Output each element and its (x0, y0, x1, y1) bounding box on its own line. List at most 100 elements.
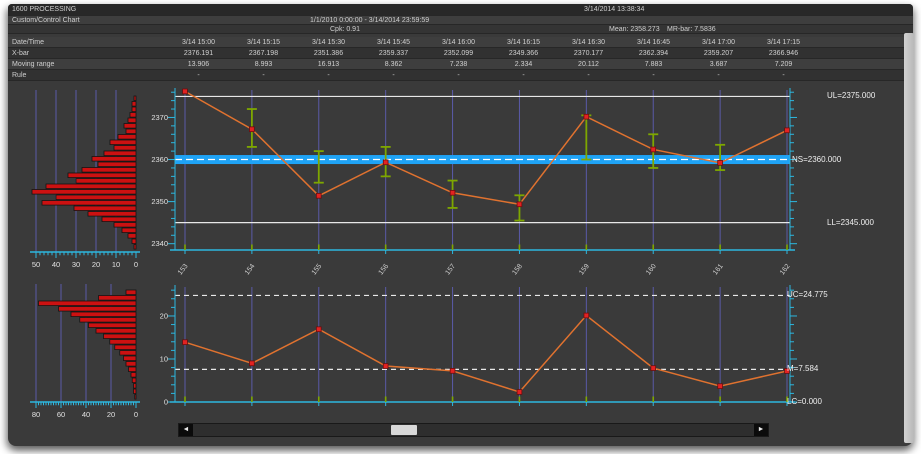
histogram-bar (121, 227, 137, 233)
table-cell: 2376.191 (183, 49, 214, 57)
data-point[interactable] (717, 160, 723, 166)
data-point[interactable] (784, 368, 790, 374)
data-point[interactable] (249, 126, 255, 133)
data-point[interactable] (249, 360, 255, 367)
histogram-bar (109, 139, 137, 145)
title-bar: 1600 PROCESSING 3/14/2014 13:38:34 (8, 4, 913, 16)
data-point[interactable] (583, 312, 590, 319)
data-point[interactable] (315, 326, 322, 333)
histogram-bar (125, 289, 137, 295)
x-tick-label: 153 (177, 263, 190, 277)
scroll-left-button[interactable]: ◄ (179, 424, 193, 436)
series-line (184, 314, 788, 393)
axis-tick-label: 20 (107, 410, 115, 419)
histogram-bar (125, 361, 137, 367)
stats-bar: Cpk: 0.91 Mean: 2358.273 MR-bar: 7.5836 (8, 25, 913, 34)
table-cell: 8.993 (254, 60, 273, 68)
data-point[interactable] (182, 339, 188, 345)
data-point[interactable] (516, 201, 523, 208)
vertical-scrollbar-thumb[interactable] (904, 33, 914, 443)
data-point[interactable] (382, 159, 389, 166)
histogram-bar (103, 150, 137, 156)
table-cell: 2352.099 (443, 49, 474, 57)
histogram-bar (109, 339, 137, 345)
data-point[interactable] (784, 127, 790, 134)
data-point[interactable] (650, 365, 657, 371)
histogram-bar (127, 117, 137, 123)
table-row-rule: Rule - - - - - - - - - - (8, 70, 913, 81)
series-line (184, 90, 788, 206)
row-label: Date/Time (12, 38, 45, 46)
chart-type-label: Custom/Control Chart (12, 16, 80, 24)
table-cell: 3/14 16:00 (441, 38, 476, 46)
x-tick-label: 161 (712, 263, 725, 277)
horizontal-scrollbar-thumb[interactable] (391, 425, 417, 435)
table-cell: - (522, 71, 525, 79)
histogram-bar (134, 394, 137, 400)
horizontal-scrollbar[interactable]: ◄ ► (178, 423, 769, 437)
histogram-bar (117, 134, 137, 140)
histogram-bar (133, 244, 137, 250)
table-cell: 3/14 16:15 (506, 38, 541, 46)
histogram-bar (45, 183, 137, 189)
histogram-bar (127, 233, 137, 239)
table-row-xbar: X-bar 2376.191 2367.198 2351.386 2359.337 23… (8, 48, 913, 59)
limit-label: LC=0.000 (787, 397, 822, 406)
histogram-bar (133, 95, 137, 101)
data-point[interactable] (717, 383, 723, 389)
scroll-right-button[interactable]: ► (754, 424, 768, 436)
data-point[interactable] (449, 368, 456, 374)
histogram-bar (91, 156, 137, 162)
data-point[interactable] (182, 88, 188, 95)
window-title: 1600 PROCESSING (12, 6, 77, 13)
y-tick-label: 20 (160, 311, 168, 320)
table-cell: 2366.946 (768, 49, 799, 57)
table-cell: 20.112 (578, 60, 599, 68)
data-point[interactable] (315, 192, 322, 199)
table-cell: 3/14 17:15 (766, 38, 801, 46)
x-tick-label: 162 (779, 263, 792, 277)
datetime-cells: 3/14 15:00 3/14 15:15 3/14 15:30 3/14 15:45… (166, 37, 816, 47)
histogram-bar (128, 366, 137, 372)
histogram-bar (87, 211, 137, 217)
histogram-bar (38, 300, 137, 306)
data-point[interactable] (583, 113, 590, 120)
table-cell: 2359.337 (378, 49, 409, 57)
histogram-bar (113, 222, 137, 228)
table-cell: 2367.198 (248, 49, 279, 57)
xbar-control-chart[interactable]: 153 154 155 156 157 158 159 160 161 162 2340 2350 23… (138, 88, 798, 280)
x-tick-label: 159 (578, 263, 591, 277)
limit-label: LL=2345.000 (827, 217, 874, 227)
table-cell: - (262, 71, 265, 79)
data-point[interactable] (449, 189, 456, 196)
table-cell: - (717, 71, 720, 79)
x-tick-label: 156 (378, 263, 391, 277)
data-point[interactable] (650, 146, 657, 153)
limit-label: UL=2375.000 (827, 91, 876, 101)
axis-tick-label: 60 (57, 410, 65, 419)
axis-tick-label: 0 (134, 260, 138, 269)
histogram-bar (75, 178, 137, 184)
mean-value: Mean: 2358.273 (609, 25, 660, 33)
moving-range-control-chart[interactable]: 0 10 20 (138, 285, 798, 417)
table-cell: 2362.394 (638, 49, 669, 57)
table-cell: - (327, 71, 330, 79)
histogram-bar (114, 344, 137, 350)
y-tick-label: 10 (160, 354, 168, 363)
limit-label: M=7.584 (787, 364, 819, 374)
current-timestamp: 3/14/2014 13:38:34 (584, 6, 645, 13)
data-point[interactable] (516, 389, 523, 395)
date-range-label: 1/1/2010 0:00:00 - 3/14/2014 23:59:59 (310, 16, 430, 24)
mrbar-value: MR-bar: 7.5836 (667, 25, 716, 33)
histogram-bar (131, 106, 137, 112)
table-cell: - (392, 71, 395, 79)
histogram-bar (67, 172, 137, 178)
axis-tick-label: 0 (134, 410, 138, 419)
histogram-bar (31, 189, 137, 195)
histogram-bar (103, 333, 137, 339)
data-point[interactable] (382, 363, 389, 369)
histogram-bar (133, 383, 137, 389)
moving-range-histogram: 80 60 40 20 0 (30, 284, 140, 419)
table-cell: 2359.207 (703, 49, 734, 57)
table-cell: - (197, 71, 200, 79)
